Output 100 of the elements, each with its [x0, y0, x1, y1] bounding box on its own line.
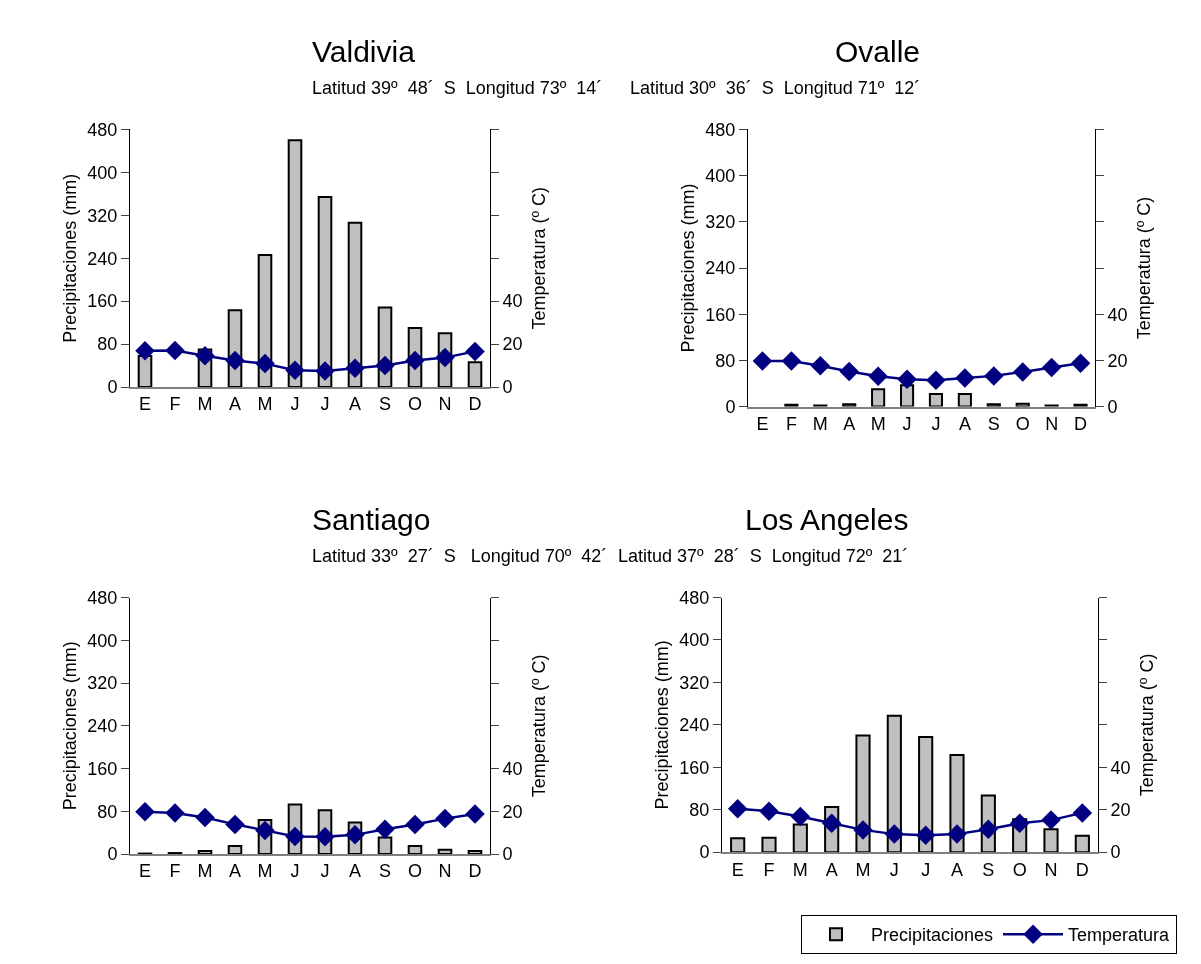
x-tick-label: E: [138, 394, 152, 415]
x-tick-label: N: [438, 394, 452, 415]
x-tick-label: O: [1015, 413, 1030, 434]
bar: [842, 403, 857, 407]
y2-tick-label: 0: [1107, 396, 1118, 417]
point: [345, 358, 365, 379]
y2-axis-title: Temperatura (º C): [1133, 196, 1154, 340]
y-tick-label: 240: [679, 715, 710, 736]
y-tick-label: 400: [679, 630, 710, 651]
y-tick-label: 480: [679, 587, 710, 608]
y2-tick-label: 0: [502, 844, 513, 865]
bar: [197, 849, 213, 855]
point: [345, 825, 365, 845]
point: [285, 360, 305, 381]
x-tick-label: A: [825, 859, 838, 880]
point: [790, 806, 811, 827]
bar: [1074, 834, 1090, 853]
bar: [467, 849, 483, 855]
point: [868, 366, 888, 387]
point: [165, 803, 185, 823]
x-tick-label: M: [257, 394, 273, 415]
x-tick-label: A: [348, 394, 362, 415]
bar: [437, 848, 453, 855]
y-tick-label: 80: [97, 334, 118, 355]
y2-tick-label: 40: [502, 291, 523, 312]
x-tick-label: M: [812, 413, 828, 434]
x-tick-label: D: [1075, 859, 1089, 880]
chart-subtitle: Latitud 39º 48´ S Longitud 73º 14´: [312, 78, 603, 98]
point: [884, 824, 905, 844]
y-tick-label: 480: [87, 587, 118, 608]
y2-tick-label: 20: [1107, 350, 1128, 371]
point: [1012, 362, 1033, 382]
bar: [986, 403, 1001, 407]
x-tick-label: E: [731, 859, 744, 880]
point: [810, 355, 831, 376]
x-tick-label: J: [902, 413, 912, 434]
chart-title: Santiago: [312, 503, 431, 536]
point: [955, 368, 975, 388]
point: [435, 347, 455, 368]
point: [752, 351, 773, 371]
x-tick-label: M: [197, 861, 213, 882]
point: [435, 808, 455, 829]
y-tick-label: 0: [725, 396, 736, 417]
x-tick-label: M: [257, 861, 273, 882]
bar: [1043, 828, 1059, 853]
x-tick-label: F: [763, 859, 775, 880]
point: [255, 353, 275, 374]
chart-title: Valdivia: [312, 35, 416, 68]
y-tick-label: 0: [699, 842, 710, 863]
point: [135, 340, 155, 361]
point: [853, 820, 873, 840]
x-tick-label: A: [228, 394, 242, 415]
point: [984, 366, 1004, 386]
x-tick-label: F: [169, 394, 181, 415]
point: [285, 826, 305, 847]
x-tick-label: N: [438, 861, 452, 882]
point: [315, 827, 335, 847]
y-axis-title: Precipitaciones (mm): [59, 173, 80, 343]
point: [727, 798, 748, 819]
bar: [467, 361, 483, 388]
bar: [957, 392, 972, 407]
bar: [886, 714, 902, 853]
y2-tick-label: 40: [1110, 757, 1131, 778]
x-tick-label: M: [870, 413, 886, 434]
x-tick-label: D: [468, 394, 482, 415]
x-tick-label: O: [407, 861, 423, 882]
x-tick-label: A: [348, 861, 362, 882]
chart-subtitle: Latitud 37º 28´ S Longitud 72º 21´: [618, 546, 909, 566]
x-tick-label: J: [290, 394, 300, 415]
bar: [287, 139, 303, 388]
bar: [407, 845, 423, 855]
point: [465, 804, 485, 824]
point: [1009, 813, 1030, 834]
y2-axis-title: Temperatura (º C): [528, 654, 549, 798]
x-tick-label: S: [378, 861, 392, 882]
y-tick-label: 400: [87, 630, 118, 651]
y-tick-label: 160: [679, 757, 710, 778]
point: [135, 802, 155, 822]
bar: [137, 354, 153, 388]
y-tick-label: 400: [705, 165, 736, 186]
x-tick-label: F: [785, 413, 797, 434]
point: [821, 813, 842, 834]
y-tick-label: 480: [705, 119, 736, 140]
y-tick-label: 320: [87, 205, 118, 226]
x-tick-label: J: [290, 861, 300, 882]
bar: [730, 837, 746, 853]
x-tick-label: S: [982, 859, 995, 880]
point: [839, 361, 859, 382]
bar: [317, 196, 333, 388]
y-tick-label: 160: [87, 291, 118, 312]
x-tick-label: O: [1012, 859, 1027, 880]
bar: [855, 734, 871, 853]
y-tick-label: 320: [87, 673, 118, 694]
y-tick-label: 240: [705, 258, 736, 279]
bar: [761, 836, 777, 853]
y2-tick-label: 0: [502, 377, 513, 398]
y-tick-label: 0: [107, 844, 118, 865]
point: [926, 370, 946, 391]
y-axis-title: Precipitaciones (mm): [651, 640, 672, 810]
bar: [792, 823, 808, 853]
